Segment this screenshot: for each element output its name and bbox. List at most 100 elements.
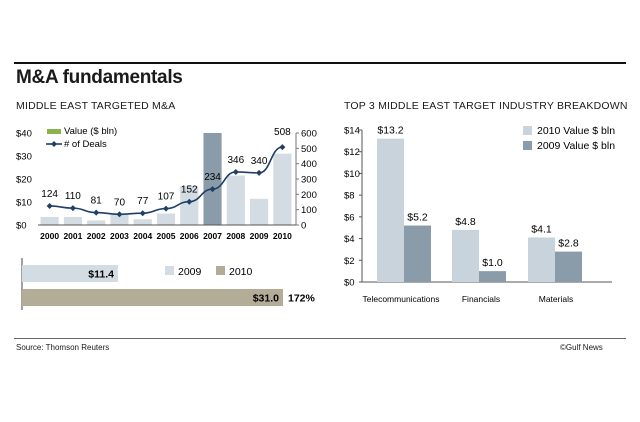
value-bar-2006 bbox=[180, 185, 199, 225]
left-axis-tick: $0 bbox=[16, 221, 27, 232]
deals-point-2008 bbox=[232, 168, 239, 175]
legend-2009-label: 2009 Value $ bln bbox=[537, 140, 615, 152]
value-bar-2004 bbox=[133, 219, 152, 225]
x-tick-2005: 2005 bbox=[157, 231, 176, 241]
deals-point-2002 bbox=[93, 209, 100, 216]
deals-point-2006 bbox=[186, 198, 193, 205]
hbar-label-2009: $11.4 bbox=[88, 269, 114, 281]
legend-2009-swatch bbox=[523, 141, 532, 150]
x-tick-2008: 2008 bbox=[226, 231, 245, 241]
bar-label-telecommunications-2009: $5.2 bbox=[407, 212, 428, 224]
category-label-financials: Financials bbox=[462, 294, 500, 304]
bar-financials-2010 bbox=[452, 229, 479, 282]
legend-2010-swatch bbox=[216, 266, 225, 275]
legend-2009-label: 2009 bbox=[178, 266, 202, 278]
left-axis-tick: $30 bbox=[16, 152, 32, 163]
value-bar-2008 bbox=[226, 175, 245, 225]
value-bar-2000 bbox=[40, 216, 59, 225]
bar-telecommunications-2009 bbox=[404, 225, 431, 282]
deals-point-2000 bbox=[46, 202, 53, 209]
deals-point-2004 bbox=[139, 210, 146, 217]
value-bar-2005 bbox=[156, 213, 176, 225]
bar-telecommunications-2010 bbox=[377, 138, 404, 282]
deals-label-2003: 70 bbox=[114, 197, 126, 208]
deals-point-2003 bbox=[116, 211, 123, 218]
x-tick-2004: 2004 bbox=[133, 231, 152, 241]
right-axis-tick: 200 bbox=[301, 190, 317, 201]
y-axis-tick: $14 bbox=[344, 126, 360, 137]
bar-label-materials-2009: $2.8 bbox=[558, 238, 579, 250]
category-label-telecommunications: Telecommunications bbox=[362, 294, 439, 304]
value-bar-2001 bbox=[63, 216, 82, 225]
x-tick-2000: 2000 bbox=[40, 231, 59, 241]
bar-label-financials-2009: $1.0 bbox=[482, 257, 503, 269]
legend-value-swatch bbox=[47, 129, 61, 134]
hbar-2009 bbox=[22, 265, 118, 282]
legend-2010-swatch bbox=[523, 126, 532, 135]
hbar-2010 bbox=[22, 289, 283, 306]
deals-label-2009: 340 bbox=[251, 156, 268, 167]
credit-note: ©Gulf News bbox=[560, 343, 603, 352]
x-tick-2007: 2007 bbox=[203, 231, 222, 241]
left-chart-title: MIDDLE EAST TARGETED M&A bbox=[16, 100, 176, 112]
legend-2009-swatch bbox=[165, 266, 174, 275]
value-bar-2010 bbox=[273, 153, 292, 225]
value-bar-2009 bbox=[250, 198, 269, 225]
deals-point-2005 bbox=[163, 205, 169, 212]
y-axis-tick: $10 bbox=[344, 169, 360, 180]
x-tick-2006: 2006 bbox=[180, 231, 199, 241]
source-note: Source: Thomson Reuters bbox=[16, 343, 110, 352]
deals-label-2005: 107 bbox=[158, 192, 175, 203]
y-axis-tick: $8 bbox=[344, 191, 355, 202]
value-bar-2003 bbox=[110, 213, 129, 225]
y-axis-tick: $6 bbox=[344, 212, 355, 223]
deals-label-2010: 508 bbox=[274, 127, 291, 138]
bottom-rule bbox=[14, 338, 626, 339]
legend-deals-label: # of Deals bbox=[64, 139, 107, 150]
bar-label-materials-2010: $4.1 bbox=[531, 223, 552, 235]
deals-label-2007: 234 bbox=[204, 172, 221, 183]
value-bar-2002 bbox=[87, 220, 106, 225]
deals-label-2002: 81 bbox=[91, 196, 103, 207]
y-axis-tick: $12 bbox=[344, 147, 360, 158]
deals-label-2004: 77 bbox=[137, 196, 149, 207]
right-axis-tick: 100 bbox=[301, 205, 317, 216]
y-axis-tick: $4 bbox=[344, 234, 355, 245]
left-axis-tick: $40 bbox=[16, 129, 32, 140]
value-bar-2007 bbox=[203, 133, 222, 225]
legend-value-label: Value ($ bln) bbox=[64, 126, 117, 137]
legend-2010-label: 2010 Value $ bln bbox=[537, 125, 615, 137]
right-axis-tick: 300 bbox=[301, 175, 317, 186]
right-axis-tick: 500 bbox=[301, 144, 317, 155]
bar-label-telecommunications-2010: $13.2 bbox=[377, 125, 403, 137]
x-tick-2001: 2001 bbox=[63, 231, 82, 241]
y-axis-tick: $2 bbox=[344, 256, 355, 267]
bar-label-financials-2010: $4.8 bbox=[455, 216, 476, 228]
x-tick-2010: 2010 bbox=[273, 231, 292, 241]
right-axis-tick: 0 bbox=[301, 221, 306, 232]
legend-deals-marker bbox=[51, 141, 57, 147]
deals-point-2010 bbox=[279, 144, 286, 151]
right-axis-tick: 600 bbox=[301, 129, 317, 140]
hbar-change-label: 172% bbox=[288, 293, 316, 305]
bar-materials-2009 bbox=[555, 251, 582, 282]
hbar-label-2010: $31.0 bbox=[253, 293, 279, 305]
x-tick-2002: 2002 bbox=[87, 231, 106, 241]
x-tick-2009: 2009 bbox=[250, 231, 269, 241]
y-axis-tick: $0 bbox=[344, 278, 355, 289]
deals-point-2007 bbox=[209, 186, 216, 193]
deals-label-2008: 346 bbox=[227, 155, 244, 166]
legend-2010-label: 2010 bbox=[229, 266, 253, 278]
right-axis-tick: 400 bbox=[301, 159, 317, 170]
right-chart-title: TOP 3 MIDDLE EAST TARGET INDUSTRY BREAKD… bbox=[344, 100, 628, 112]
left-axis-tick: $20 bbox=[16, 175, 32, 186]
deals-label-2006: 152 bbox=[181, 185, 198, 196]
category-label-materials: Materials bbox=[539, 294, 573, 304]
deals-label-2001: 110 bbox=[65, 191, 81, 202]
deals-point-2001 bbox=[69, 205, 76, 212]
deals-label-2000: 124 bbox=[41, 189, 58, 200]
top-rule bbox=[14, 62, 626, 64]
